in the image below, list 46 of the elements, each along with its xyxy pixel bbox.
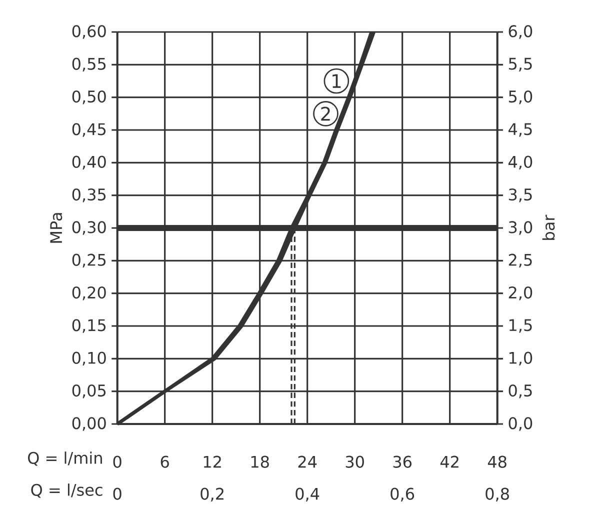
x2-tick-label: 0,8 [486, 488, 509, 502]
y2-tick-label: 0,5 [508, 384, 532, 398]
x-tick-label: 24 [298, 456, 317, 468]
y-tick-label: 0,60 [72, 25, 106, 39]
y-tick-label: 0,15 [72, 319, 106, 333]
x-tick-label: 6 [160, 456, 169, 468]
x-tick-label: 0 [113, 456, 122, 468]
x-tick-label: 42 [440, 456, 458, 468]
y-axis-title: MPa [50, 213, 62, 243]
y-tick-label: 0,20 [72, 286, 106, 300]
y-tick-label: 0,05 [72, 384, 106, 398]
y2-tick-label: 6,0 [508, 25, 532, 39]
y2-tick-label: 1,0 [509, 352, 532, 366]
y-tick-label: 0,25 [72, 254, 106, 268]
y-tick-label: 0,50 [72, 90, 106, 104]
y2-tick-label: 5,0 [508, 90, 532, 104]
y2-tick-label: 3,0 [508, 221, 532, 235]
y-tick-label: 0,30 [72, 221, 106, 235]
y2-tick-label: 1,5 [509, 319, 532, 333]
x2-tick-label: 0,4 [296, 488, 320, 502]
y2-tick-label: 4,5 [508, 123, 532, 137]
x2-tick-label: 0,2 [200, 488, 224, 502]
x-tick-label: 36 [393, 456, 412, 468]
x2-axis-title: Q = l/sec [31, 484, 102, 498]
y2-tick-label: 2,5 [508, 254, 532, 268]
y2-tick-label: 5,5 [508, 58, 532, 72]
y2-axis-title: bar [542, 214, 555, 240]
x-tick-label: 30 [346, 456, 364, 468]
y2-tick-label: 4,0 [508, 156, 532, 170]
y-tick-label: 0,40 [72, 156, 106, 170]
x-tick-label: 48 [488, 456, 506, 468]
legend-label: 2 [321, 106, 330, 121]
y-tick-label: 0,10 [72, 352, 106, 366]
x-tick-label: 18 [251, 456, 269, 468]
x-axis-title: Q = l/min [28, 452, 102, 466]
y-tick-label: 0,35 [72, 188, 106, 202]
x-tick-label: 12 [204, 456, 221, 468]
legend-label: 1 [332, 74, 341, 88]
y2-tick-label: 0,0 [508, 417, 532, 431]
y-tick-label: 0,00 [72, 417, 106, 431]
x2-tick-label: 0 [113, 488, 122, 500]
y-tick-label: 0,45 [72, 123, 106, 137]
x2-tick-label: 0,6 [390, 488, 414, 502]
y2-tick-label: 2,0 [508, 286, 532, 300]
y2-tick-label: 3,5 [508, 188, 532, 202]
y-tick-label: 0,55 [72, 58, 106, 72]
